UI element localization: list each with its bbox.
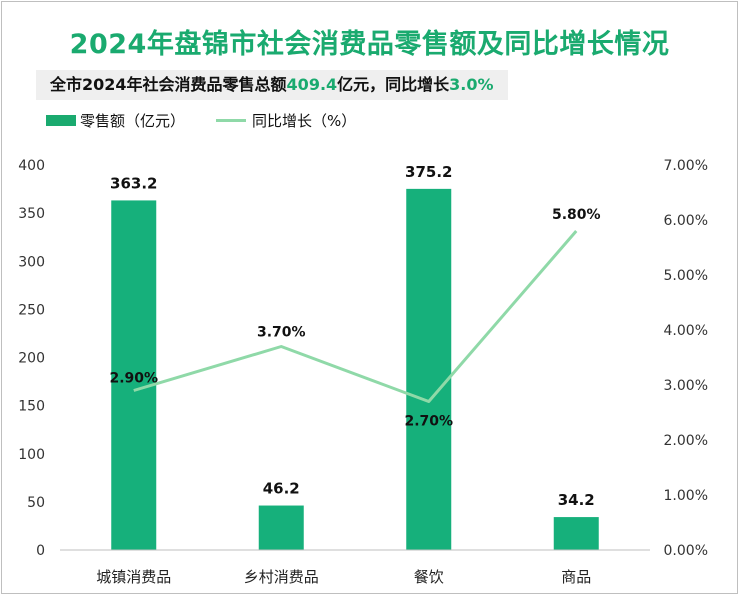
legend-bar-label: 零售额（亿元） (80, 112, 186, 130)
left-axis-tick-label: 200 (18, 351, 45, 367)
right-axis-tick-label: 3.00% (664, 378, 708, 394)
x-axis-category-label: 乡村消费品 (244, 568, 319, 586)
legend-item-line: 同比增长（%） (216, 110, 356, 131)
bar-value-label: 375.2 (405, 163, 452, 181)
left-axis-tick-label: 300 (18, 254, 45, 270)
subtitle-total-value: 409.4 (286, 75, 338, 94)
right-axis-tick-label: 5.00% (664, 268, 708, 284)
x-axis-category-label: 城镇消费品 (96, 568, 171, 586)
left-axis-tick-label: 0 (36, 543, 45, 559)
left-axis-tick-label: 350 (18, 206, 45, 222)
legend-line-label: 同比增长（%） (252, 112, 357, 130)
left-axis-tick-label: 250 (18, 302, 45, 318)
subtitle-middle: 亿元，同比增长 (337, 75, 450, 94)
bar (258, 505, 304, 550)
right-axis-tick-label: 1.00% (664, 488, 708, 504)
chart-subtitle: 全市2024年社会消费品零售总额409.4亿元，同比增长3.0% (36, 70, 508, 100)
bar-value-label: 46.2 (263, 480, 300, 498)
line-value-label: 3.70% (257, 325, 306, 341)
line-value-label: 2.70% (404, 414, 453, 430)
bar (553, 517, 599, 550)
subtitle-prefix: 全市2024年社会消费品零售总额 (50, 75, 287, 94)
legend-item-bar: 零售额（亿元） (46, 110, 185, 131)
left-axis-tick-label: 100 (18, 447, 45, 463)
x-axis-category-label: 商品 (561, 568, 591, 586)
left-axis-tick-label: 400 (18, 158, 45, 174)
bar (111, 200, 157, 551)
bar-value-label: 34.2 (558, 491, 595, 509)
chart-title: 2024年盘锦市社会消费品零售额及同比增长情况 (69, 29, 670, 60)
bar-value-label: 363.2 (110, 174, 157, 192)
right-axis-tick-label: 2.00% (664, 433, 708, 449)
right-axis-tick-label: 4.00% (664, 323, 708, 339)
bar (406, 188, 452, 550)
left-axis-tick-label: 150 (18, 399, 45, 415)
growth-line (133, 230, 578, 403)
line-value-label: 5.80% (552, 207, 601, 223)
legend-line-swatch (216, 119, 246, 122)
legend-bar-swatch (46, 115, 76, 126)
right-axis-tick-label: 0.00% (664, 543, 708, 559)
x-axis-category-label: 餐饮 (414, 568, 444, 586)
subtitle-growth-value: 3.0% (449, 75, 494, 94)
left-axis-tick-label: 50 (27, 495, 45, 511)
line-value-label: 2.90% (109, 371, 158, 387)
right-axis-tick-label: 6.00% (664, 213, 708, 229)
right-axis-tick-label: 7.00% (664, 158, 708, 174)
